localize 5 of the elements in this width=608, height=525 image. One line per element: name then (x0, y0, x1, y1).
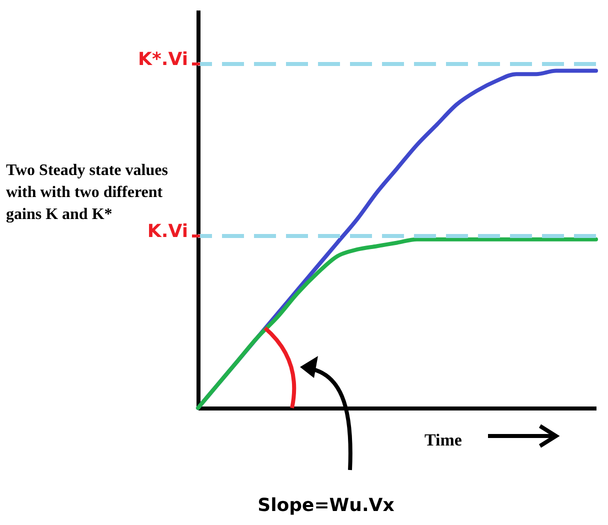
ref-line-label: K*.Vi (138, 48, 188, 70)
ref-line-label: K.Vi (147, 220, 188, 242)
x-axis-title: Time (424, 430, 462, 450)
text: Slope=Wu.Vx (256, 495, 396, 516)
text: Two Steady state values with with two different gains K and K* (6, 162, 168, 223)
